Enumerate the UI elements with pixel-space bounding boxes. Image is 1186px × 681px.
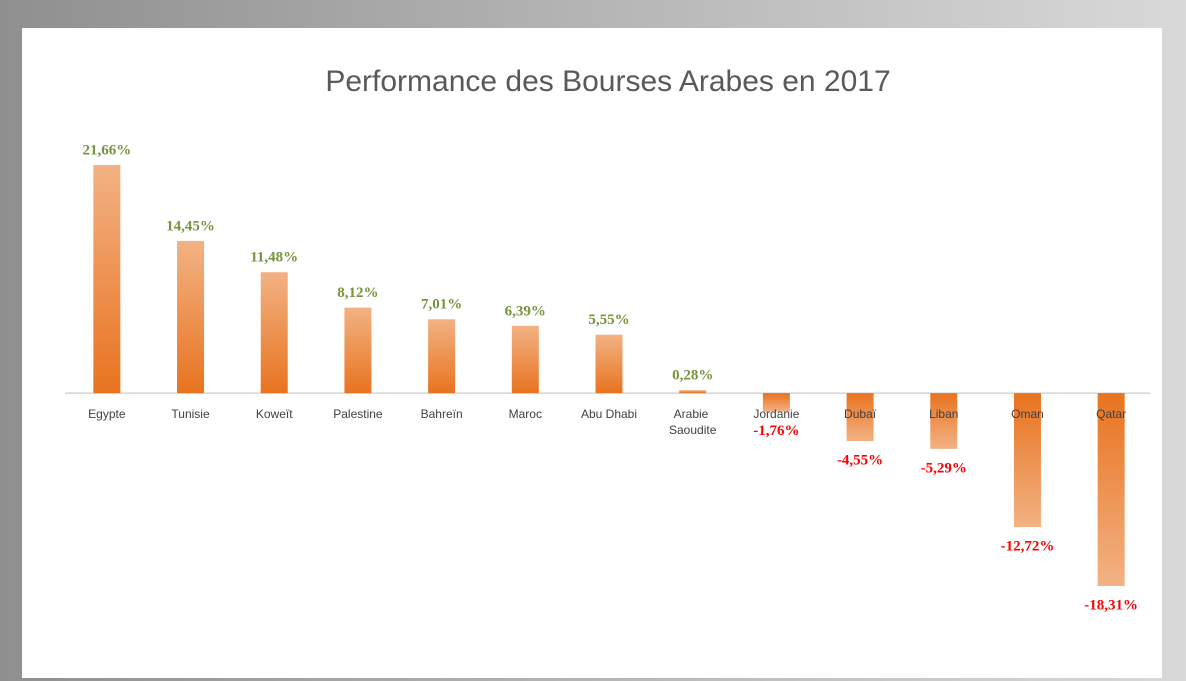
bar bbox=[1013, 393, 1041, 528]
value-label: 8,12% bbox=[337, 285, 378, 301]
value-label: 6,39% bbox=[505, 303, 546, 319]
value-label: 0,28% bbox=[672, 368, 713, 384]
x-tick-label: Dubaï bbox=[844, 407, 877, 421]
bar bbox=[428, 319, 456, 394]
x-tick-label: Jordanie bbox=[753, 407, 799, 421]
bar bbox=[260, 272, 288, 394]
x-tick-label: Tunisie bbox=[171, 407, 210, 421]
x-tick-label: Liban bbox=[929, 407, 958, 421]
x-tick-label: Palestine bbox=[333, 407, 383, 421]
value-label: -18,31% bbox=[1084, 597, 1138, 613]
x-tick-label: Maroc bbox=[509, 407, 542, 421]
bar bbox=[511, 325, 539, 394]
value-label: -1,76% bbox=[753, 423, 799, 439]
bar bbox=[1097, 393, 1125, 586]
bar bbox=[846, 393, 874, 442]
chart-area bbox=[22, 28, 1162, 678]
x-tick-label: Qatar bbox=[1096, 407, 1126, 421]
bar bbox=[595, 334, 623, 394]
value-label: -12,72% bbox=[1001, 539, 1055, 555]
bar bbox=[177, 240, 205, 394]
value-label: 11,48% bbox=[250, 250, 298, 266]
bar bbox=[679, 390, 707, 394]
chart-title: Performance des Bourses Arabes en 2017 bbox=[325, 65, 890, 98]
x-tick-label: Koweït bbox=[256, 407, 293, 421]
value-label: 7,01% bbox=[421, 297, 462, 313]
value-label: 21,66% bbox=[82, 142, 131, 158]
x-tick-label: Arabie Saoudite bbox=[669, 407, 717, 437]
x-tick-label: Bahreïn bbox=[421, 407, 463, 421]
bar bbox=[762, 393, 790, 412]
bar bbox=[930, 393, 958, 449]
value-label: 5,55% bbox=[588, 312, 629, 328]
value-label: -4,55% bbox=[837, 453, 883, 469]
x-tick-label: Abu Dhabi bbox=[581, 407, 637, 421]
bar bbox=[93, 165, 121, 394]
value-label: -5,29% bbox=[921, 460, 967, 476]
x-tick-label: Egypte bbox=[88, 407, 126, 421]
value-label: 14,45% bbox=[166, 218, 215, 234]
x-tick-label: Oman bbox=[1011, 407, 1044, 421]
bar bbox=[344, 307, 372, 394]
